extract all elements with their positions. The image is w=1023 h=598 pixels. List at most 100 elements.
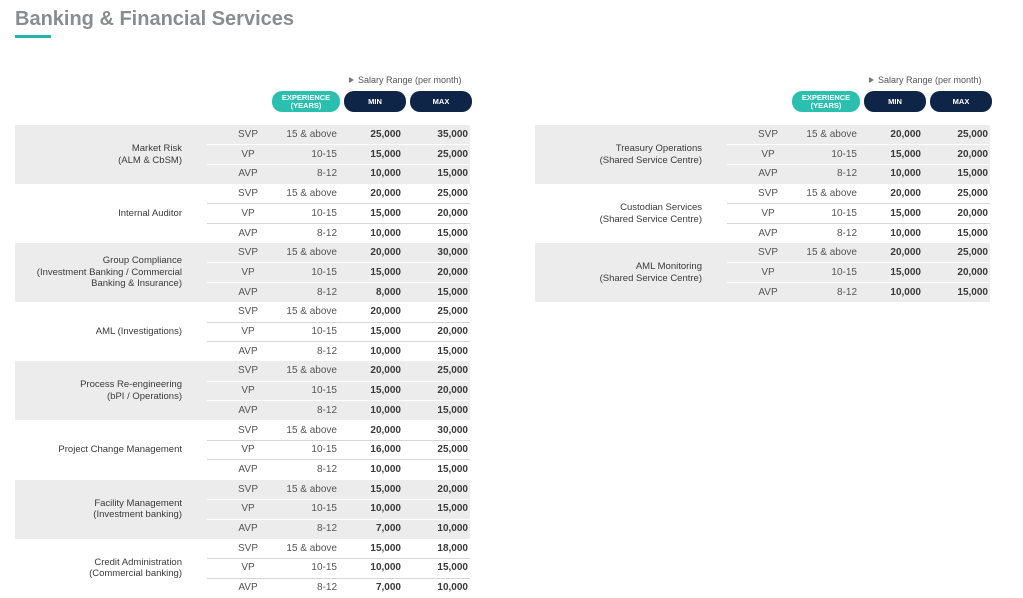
- level: VP: [241, 207, 255, 219]
- min-salary: 15,000: [370, 266, 401, 278]
- experience: 15 & above: [286, 306, 337, 318]
- level: AVP: [238, 286, 258, 298]
- max-salary: 15,000: [437, 286, 468, 298]
- max-salary: 20,000: [437, 266, 468, 278]
- group-name-line: Custodian Services: [620, 202, 702, 214]
- salary-range-label: Salary Range (per month): [358, 75, 462, 85]
- header-line: EXPERIENCE: [281, 92, 331, 102]
- column-header: EXPERIENCE (YEARS): [792, 91, 860, 112]
- max-salary: 25,000: [437, 148, 468, 160]
- min-salary: 10,000: [890, 227, 921, 239]
- level: AVP: [758, 168, 778, 180]
- min-salary: 20,000: [890, 188, 921, 200]
- min-salary: 20,000: [370, 188, 401, 200]
- min-salary: 10,000: [370, 345, 401, 357]
- row-divider: [207, 380, 470, 382]
- experience: 15 & above: [286, 247, 337, 259]
- max-salary: 25,000: [437, 444, 468, 456]
- max-salary: 30,000: [437, 424, 468, 436]
- min-salary: 15,000: [370, 385, 401, 397]
- min-salary: 16,000: [370, 444, 401, 456]
- experience: 10-15: [831, 207, 857, 219]
- row-divider: [207, 557, 470, 559]
- group-name: Credit Administration (Commercial banking…: [15, 539, 182, 598]
- level: SVP: [237, 483, 258, 495]
- max-salary: 15,000: [437, 503, 468, 515]
- group-name-line: (Shared Service Centre): [599, 272, 702, 284]
- header-line: (YEARS): [290, 100, 322, 110]
- level: VP: [241, 385, 255, 397]
- group-name-line: Group Compliance: [102, 255, 182, 267]
- group-name: Project Change Management: [15, 421, 182, 480]
- level: SVP: [237, 306, 258, 318]
- max-salary: 25,000: [957, 247, 988, 259]
- experience: 8-12: [836, 286, 857, 298]
- max-salary: 25,000: [437, 306, 468, 318]
- min-salary: 15,000: [890, 266, 921, 278]
- row-divider: [207, 223, 470, 224]
- group-row: [15, 361, 470, 421]
- row-divider: [207, 262, 470, 264]
- group-name-line: Process Re-engineering: [80, 379, 182, 391]
- max-salary: 15,000: [437, 562, 468, 574]
- group-row: [15, 538, 470, 598]
- group-name-line: Treasury Operations: [615, 143, 702, 155]
- max-salary: 10,000: [437, 523, 468, 534]
- row-divider: [207, 341, 470, 343]
- group-row: [535, 125, 990, 185]
- row-divider: [727, 203, 990, 205]
- max-salary: 15,000: [437, 404, 468, 416]
- experience: 10-15: [311, 266, 337, 278]
- experience: 15 & above: [806, 247, 857, 259]
- max-salary: 25,000: [437, 188, 468, 200]
- experience: 8-12: [836, 227, 857, 239]
- experience: 8-12: [316, 523, 337, 534]
- max-salary: 15,000: [437, 463, 468, 475]
- group-name: AML (Investigations): [15, 302, 182, 361]
- title-underline: [15, 35, 51, 38]
- group-name: Market Risk (ALM & CbSM): [15, 125, 182, 184]
- row-divider: [207, 577, 470, 579]
- group-name-line: AML (Investigations): [95, 326, 182, 338]
- max-salary: 20,000: [957, 148, 988, 160]
- row-divider: [207, 439, 470, 441]
- max-salary: 30,000: [437, 247, 468, 259]
- experience: 8-12: [316, 404, 337, 416]
- level: SVP: [757, 188, 778, 200]
- max-salary: 35,000: [437, 129, 468, 140]
- experience: 8-12: [836, 168, 857, 180]
- level: SVP: [237, 542, 258, 554]
- experience: 15 & above: [806, 129, 857, 140]
- min-salary: 7,000: [375, 523, 401, 534]
- experience: 10-15: [311, 562, 337, 574]
- level: SVP: [237, 365, 258, 377]
- row-divider: [727, 282, 990, 284]
- max-salary: 25,000: [437, 365, 468, 377]
- min-salary: 20,000: [370, 306, 401, 318]
- min-salary: 8,000: [375, 286, 401, 298]
- max-salary: 18,000: [437, 542, 468, 554]
- group-row: [15, 243, 470, 303]
- experience: 10-15: [311, 385, 337, 397]
- group-name: Group Compliance (Investment Banking / Co…: [15, 243, 182, 302]
- group-name-line: (ALM & CbSM): [118, 154, 182, 166]
- experience: 8-12: [316, 168, 337, 180]
- group-name-line: (Investment Banking / Commercial: [36, 266, 182, 278]
- group-name-line: (Shared Service Centre): [599, 154, 702, 166]
- experience: 15 & above: [286, 424, 337, 436]
- level: AVP: [758, 227, 778, 239]
- group-name: Custodian Services (Shared Service Centre…: [535, 184, 702, 243]
- level: VP: [241, 562, 255, 574]
- level: SVP: [237, 188, 258, 200]
- experience: 15 & above: [286, 542, 337, 554]
- group-name: Facility Management (Investment banking): [15, 480, 182, 539]
- level: SVP: [757, 129, 778, 140]
- group-name: Process Re-engineering (bPI / Operations): [15, 361, 182, 420]
- min-salary: 15,000: [370, 326, 401, 337]
- level: AVP: [238, 523, 258, 534]
- experience: 8-12: [316, 463, 337, 475]
- max-salary: 20,000: [957, 266, 988, 278]
- experience: 15 & above: [286, 129, 337, 140]
- experience: 8-12: [316, 345, 337, 357]
